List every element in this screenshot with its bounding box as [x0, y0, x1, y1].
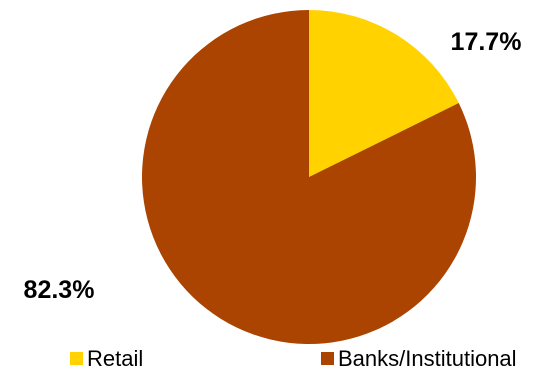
pie-slice-retail — [309, 10, 459, 177]
pie-slices — [142, 10, 477, 344]
data-label-retail: 17.7% — [451, 28, 522, 56]
data-label-banks-institutional: 82.3% — [24, 276, 95, 304]
pie-slice-banks-institutional — [142, 10, 477, 344]
legend-label-retail: Retail — [87, 346, 143, 371]
legend-swatch-retail — [70, 352, 83, 365]
legend-swatch-banks-institutional — [321, 352, 334, 365]
legend-label-banks-institutional: Banks/Institutional — [338, 346, 517, 371]
legend: Retail Banks/Institutional — [70, 346, 517, 371]
